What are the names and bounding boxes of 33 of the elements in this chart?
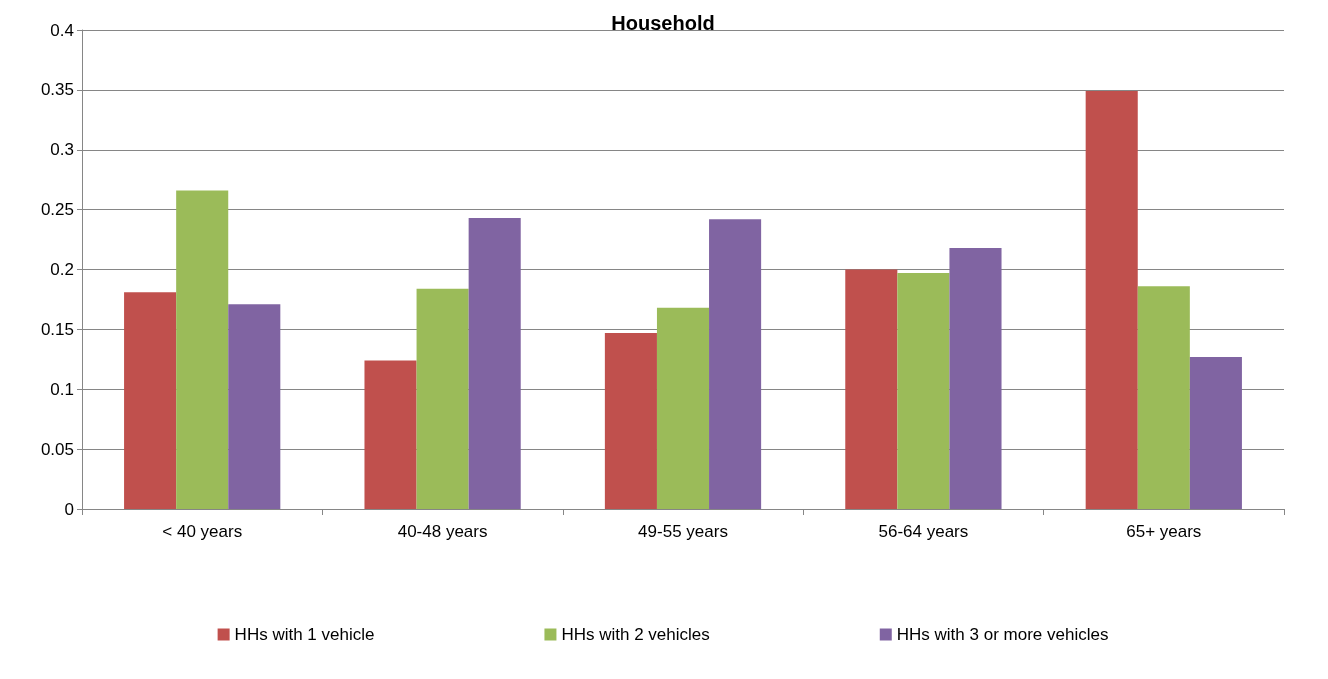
x-tick-label: < 40 years <box>162 522 243 541</box>
bar <box>897 273 950 509</box>
x-tick-label: 49-55 years <box>638 522 728 541</box>
bar <box>416 288 469 509</box>
y-tick-label: 0.4 <box>50 20 74 40</box>
bar <box>845 269 898 509</box>
chart-title: Household <box>611 12 715 34</box>
legend-label: HHs with 2 vehicles <box>561 625 710 644</box>
bar <box>228 304 281 509</box>
legend-label: HHs with 3 or more vehicles <box>896 625 1109 644</box>
bar <box>1189 356 1242 509</box>
y-tick-label: 0.05 <box>40 439 74 459</box>
bar <box>604 332 657 509</box>
y-tick-label: 0.2 <box>50 260 74 279</box>
x-tick-label: 40-48 years <box>397 522 488 541</box>
x-tick-label: 65+ years <box>1126 522 1202 541</box>
bar <box>176 190 229 509</box>
bar <box>949 247 1002 509</box>
bar <box>124 292 177 509</box>
legend-label: HHs with 1 vehicle <box>234 625 375 644</box>
bar <box>468 218 521 509</box>
y-tick-label: 0.1 <box>50 379 74 399</box>
y-tick-label: 0.25 <box>40 200 74 220</box>
x-tick-label: 56-64 years <box>878 522 969 541</box>
y-tick-label: 0.15 <box>40 319 74 339</box>
y-tick-label: 0.35 <box>40 80 74 100</box>
y-tick-label: 0.3 <box>50 140 74 160</box>
bar <box>709 219 762 509</box>
bar <box>1137 286 1190 509</box>
bar <box>364 360 417 509</box>
bar <box>1085 91 1138 509</box>
y-tick-label: 0 <box>64 499 74 519</box>
bar <box>656 307 710 509</box>
